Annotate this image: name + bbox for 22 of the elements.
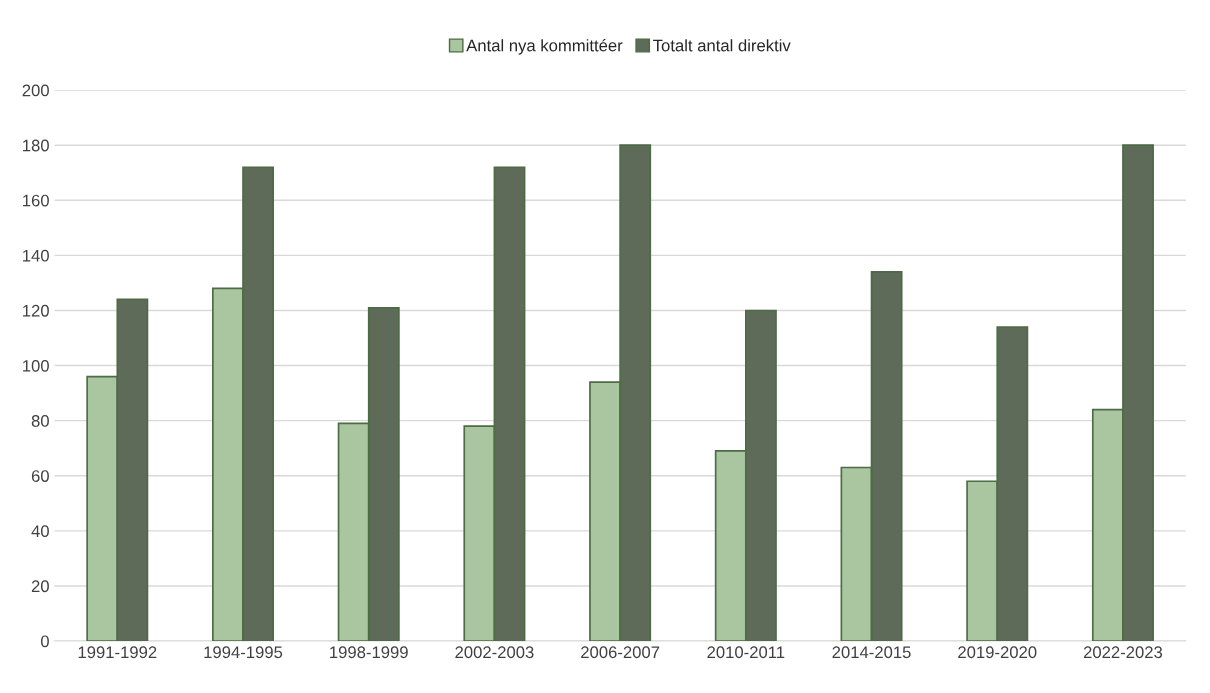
x-tick-label: 2019-2020 bbox=[958, 646, 1037, 659]
y-tick-label: 200 bbox=[22, 84, 49, 97]
x-tick-label: 2006-2007 bbox=[581, 646, 660, 659]
y-tick-label: 120 bbox=[23, 304, 49, 317]
legend-label: Totalt antal direktiv bbox=[653, 39, 791, 52]
y-tick-label: 40 bbox=[31, 525, 49, 538]
y-tick-label: 160 bbox=[23, 194, 49, 207]
y-tick-label: 80 bbox=[31, 415, 49, 427]
y-tick-label: 100 bbox=[23, 359, 49, 372]
y-tick-label: 140 bbox=[23, 249, 49, 262]
x-tick-label: 2022-2023 bbox=[1083, 646, 1163, 659]
legend-label: Antal nya kommittéer bbox=[466, 38, 623, 55]
x-tick-label: 2014-2015 bbox=[832, 646, 911, 659]
y-tick-label: 180 bbox=[23, 139, 49, 152]
y-tick-label: 60 bbox=[31, 470, 49, 482]
x-tick-label: 1998-1999 bbox=[330, 646, 408, 659]
y-tick-label: 0 bbox=[40, 635, 49, 648]
x-tick-label: 2010-2011 bbox=[707, 646, 785, 659]
x-tick-label: 1994-1995 bbox=[204, 646, 283, 659]
x-tick-label: 1991-1992 bbox=[78, 646, 157, 659]
y-tick-label: 20 bbox=[31, 580, 49, 593]
x-tick-label: 2002-2003 bbox=[455, 646, 534, 659]
